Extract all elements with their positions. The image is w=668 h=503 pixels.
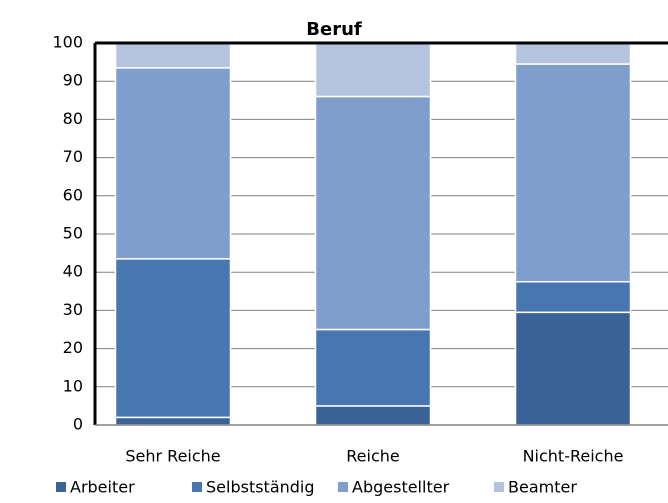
y-tick-label: 30 [63,300,83,319]
y-tick-label: 70 [63,147,83,166]
bar-segment [114,258,232,419]
bar-segment [314,405,432,426]
bar-segment [514,63,632,283]
bar-segment [314,328,432,407]
y-tick-label: 10 [63,376,83,395]
bar-segment [514,311,632,426]
y-tick-label: 90 [63,71,83,90]
bar-segment [514,42,632,65]
x-tick-label: Sehr Reiche [125,447,220,466]
x-tick-label: Reiche [346,447,399,466]
y-tick-label: 20 [63,338,83,357]
y-tick-label: 0 [73,415,83,434]
bar-segment [114,42,232,69]
bar-segment [314,95,432,331]
chart-title: Beruf [306,19,362,40]
bar-segment [314,42,432,98]
y-tick-label: 80 [63,109,83,128]
legend-swatch [338,482,348,492]
legend-swatch [56,482,66,492]
y-tick-label: 40 [63,262,83,281]
x-tick-label: Nicht-Reiche [523,447,624,466]
y-tick-label: 60 [63,185,83,204]
legend-swatch [494,482,504,492]
legend-label: Abgestellter [352,478,450,497]
legend-label: Arbeiter [70,478,135,497]
bar-segment [114,67,232,260]
bar-segment [114,416,232,426]
y-tick-label: 100 [52,33,83,52]
bar-segment [514,281,632,314]
legend-swatch [192,482,202,492]
y-tick-label: 50 [63,224,83,243]
legend-label: Selbstständig [206,478,315,497]
legend-label: Beamter [508,478,577,497]
